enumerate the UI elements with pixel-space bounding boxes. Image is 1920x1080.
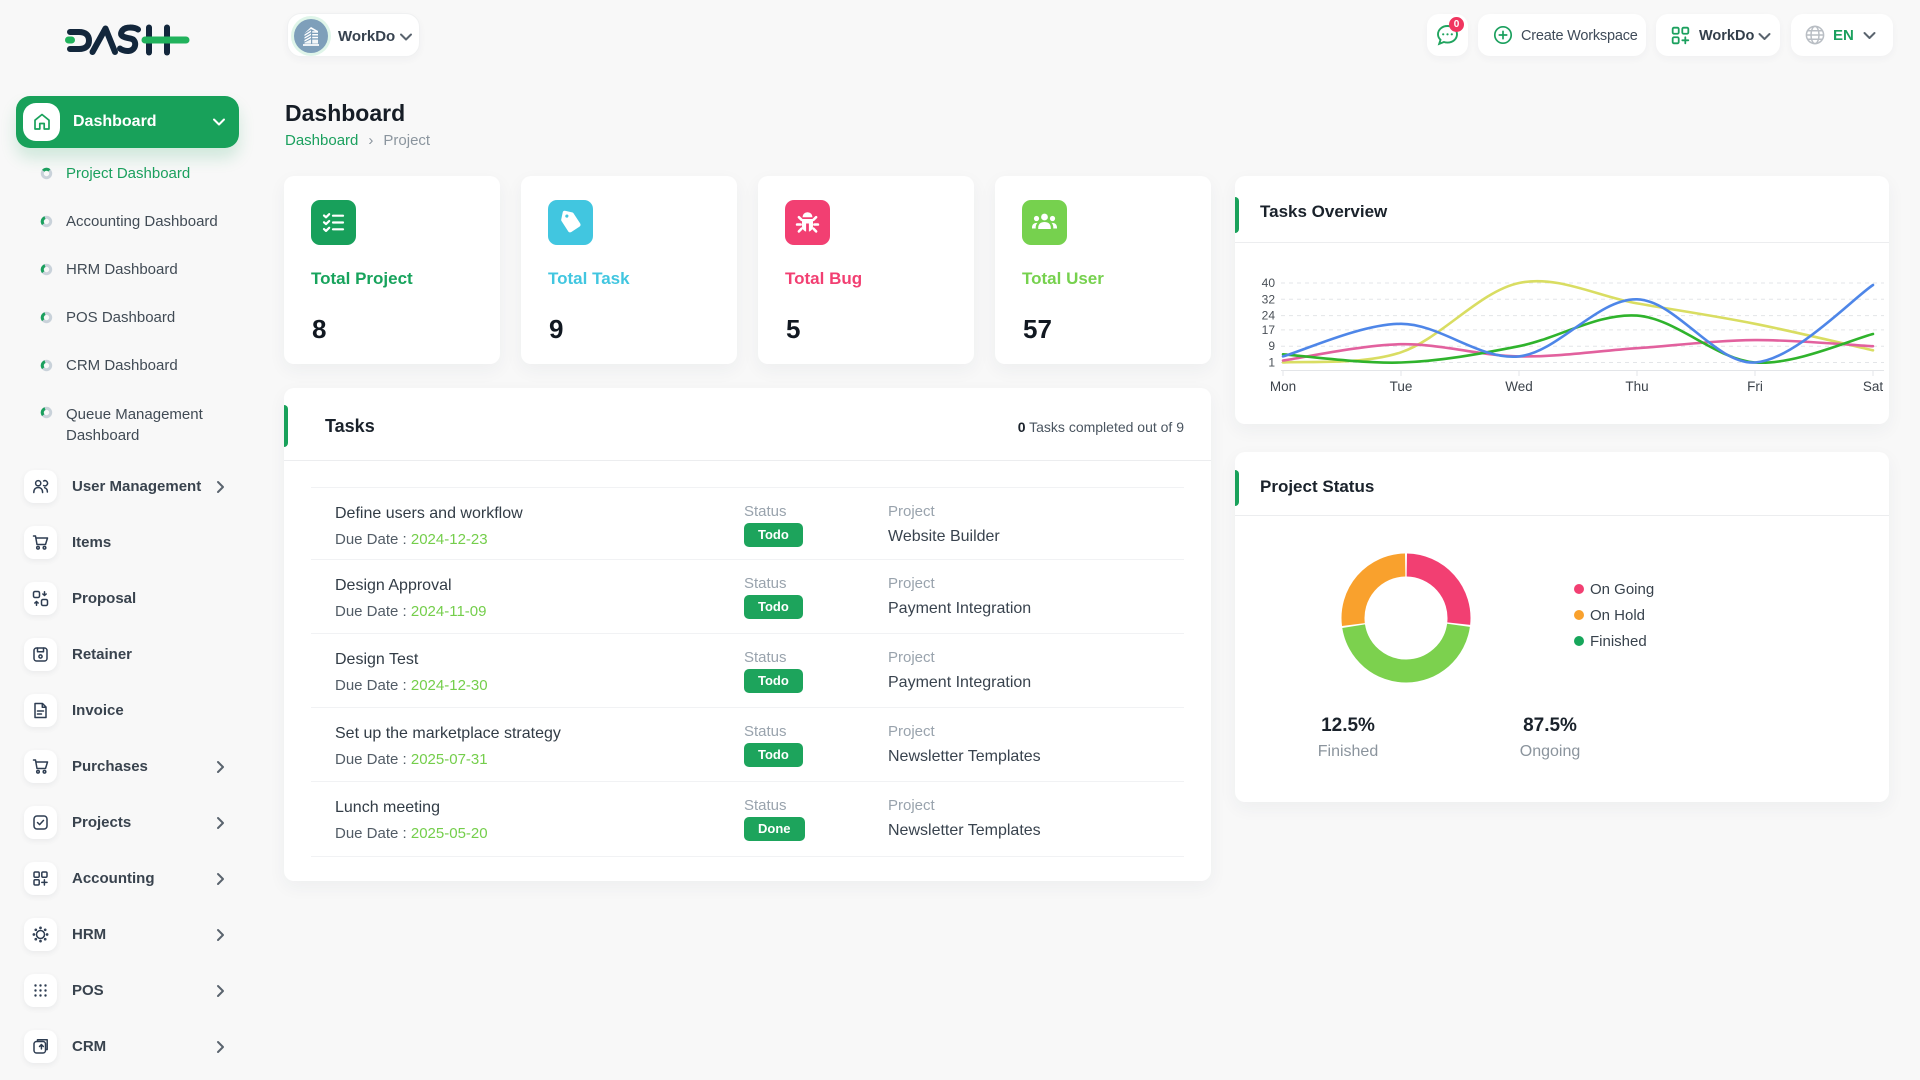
svg-text:32: 32 bbox=[1262, 292, 1276, 306]
svg-text:40: 40 bbox=[1262, 276, 1276, 290]
svg-text:9: 9 bbox=[1268, 339, 1275, 353]
svg-text:17: 17 bbox=[1262, 323, 1276, 337]
svg-text:Wed: Wed bbox=[1505, 379, 1533, 394]
svg-text:Thu: Thu bbox=[1625, 379, 1648, 394]
svg-text:1: 1 bbox=[1268, 356, 1275, 370]
svg-text:Mon: Mon bbox=[1270, 379, 1296, 394]
svg-text:24: 24 bbox=[1262, 309, 1276, 323]
svg-text:Sat: Sat bbox=[1863, 379, 1884, 394]
svg-text:Fri: Fri bbox=[1747, 379, 1763, 394]
svg-text:Tue: Tue bbox=[1390, 379, 1413, 394]
